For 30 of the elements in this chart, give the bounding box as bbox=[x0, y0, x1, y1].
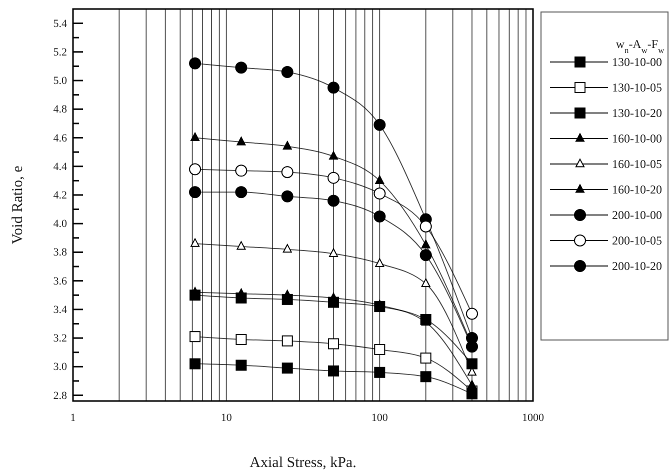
legend-label: 130-10-00 bbox=[612, 55, 662, 69]
legend-label: 200-10-05 bbox=[612, 234, 662, 248]
y-tick-label: 4.2 bbox=[53, 190, 67, 202]
x-axis-title: Axial Stress, kPa. bbox=[250, 455, 356, 471]
y-tick-label: 3.6 bbox=[53, 275, 68, 288]
legend-title: w$_{n}$-A$_{w}$-F$_{w}$ bbox=[616, 37, 666, 54]
legend-label: 200-10-20 bbox=[612, 259, 662, 273]
x-tick-label: 10 bbox=[220, 412, 232, 424]
y-tick-label: 4.6 bbox=[53, 132, 68, 144]
legend-label: 130-10-20 bbox=[612, 106, 662, 120]
y-tick-label: 4.4 bbox=[53, 160, 68, 173]
legend-label: 160-10-05 bbox=[612, 157, 662, 171]
y-axis-title: Void Ratio, e bbox=[10, 165, 26, 244]
y-tick-label: 3.4 bbox=[53, 304, 68, 316]
x-tick-label: 1 bbox=[70, 412, 76, 424]
legend-label: 130-10-05 bbox=[612, 80, 662, 94]
y-tick-label: 3.0 bbox=[53, 361, 68, 374]
y-tick-label: 3.2 bbox=[53, 332, 67, 345]
y-tick-label: 5.2 bbox=[53, 46, 67, 58]
y-tick-label: 2.8 bbox=[53, 390, 68, 402]
y-tick-label: 3.8 bbox=[53, 246, 68, 259]
legend-label: 160-10-20 bbox=[612, 182, 662, 196]
x-tick-label: 1000 bbox=[522, 412, 544, 424]
y-tick-label: 5.4 bbox=[53, 18, 68, 30]
legend-label: 200-10-00 bbox=[612, 208, 662, 222]
y-tick-label: 4.8 bbox=[53, 104, 68, 116]
y-tick-label: 4.0 bbox=[53, 218, 68, 230]
x-tick-label: 100 bbox=[371, 412, 388, 424]
y-tick-label: 5.0 bbox=[53, 75, 68, 88]
legend-label: 160-10-00 bbox=[612, 132, 662, 146]
